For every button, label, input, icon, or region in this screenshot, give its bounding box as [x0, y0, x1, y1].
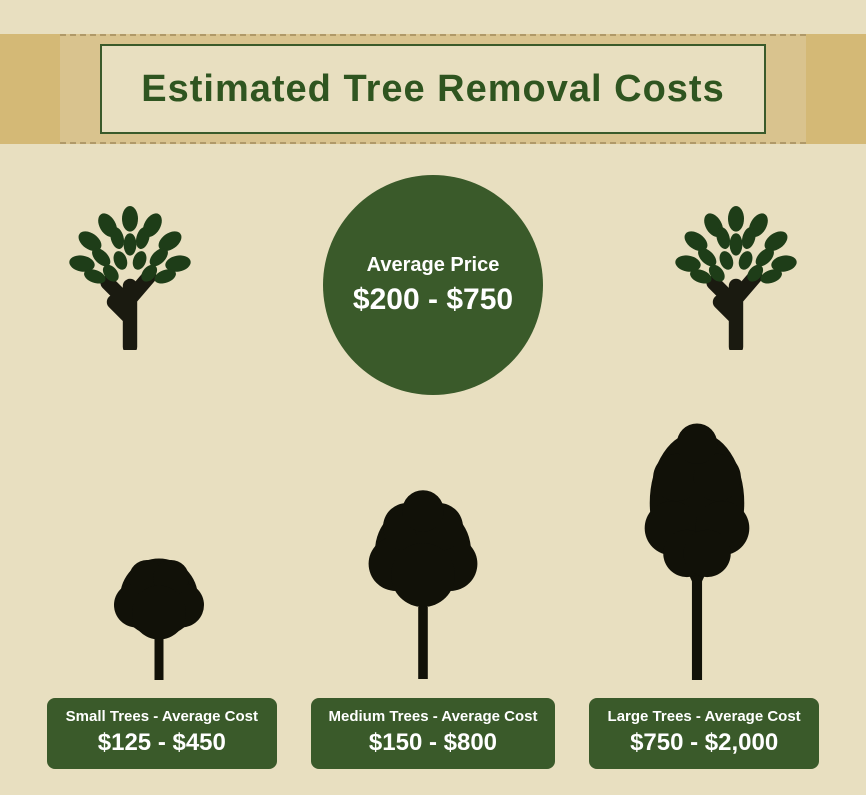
page-title: Estimated Tree Removal Costs: [141, 68, 724, 111]
average-price-circle: Average Price $200 - $750: [323, 175, 543, 395]
small-tree-silhouette-icon: [84, 530, 234, 680]
header-tab-right: [806, 34, 866, 144]
large-tree-silhouette-icon: [612, 410, 782, 680]
title-box: Estimated Tree Removal Costs: [100, 44, 766, 134]
cost-price: $150 - $800: [329, 729, 538, 757]
medium-tree-silhouette-icon: [343, 470, 503, 680]
average-price-value: $200 - $750: [353, 283, 513, 317]
decorative-tree-icon: [656, 190, 816, 350]
decorative-tree-icon: [50, 190, 210, 350]
medium-tree-cost-box: Medium Trees - Average Cost $150 - $800: [311, 698, 556, 769]
cost-label: Small Trees - Average Cost: [65, 708, 259, 725]
small-tree-cost-box: Small Trees - Average Cost $125 - $450: [47, 698, 277, 769]
large-tree-cost-box: Large Trees - Average Cost $750 - $2,000: [589, 698, 819, 769]
silhouette-row: [0, 410, 866, 680]
average-price-label: Average Price: [367, 254, 500, 277]
cost-label: Large Trees - Average Cost: [607, 708, 801, 725]
header-tab-left: [0, 34, 60, 144]
cost-label: Medium Trees - Average Cost: [329, 708, 538, 725]
cost-price: $750 - $2,000: [607, 729, 801, 757]
cost-price: $125 - $450: [65, 729, 259, 757]
cost-row: Small Trees - Average Cost $125 - $450 M…: [0, 698, 866, 769]
